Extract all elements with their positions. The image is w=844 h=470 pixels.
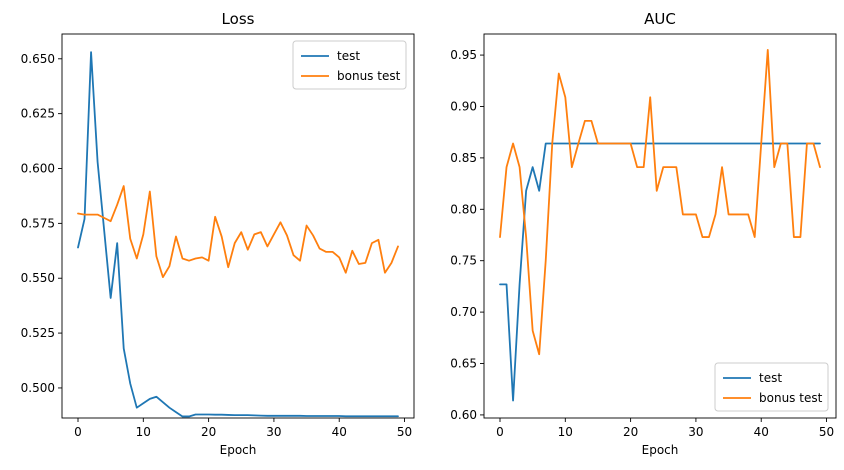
x-tick-label: 30 <box>266 425 281 439</box>
legend-label: bonus test <box>759 391 823 405</box>
y-tick-label: 0.60 <box>450 408 477 422</box>
legend-box <box>714 362 829 412</box>
chart-title: AUC <box>644 10 676 28</box>
legend-box <box>292 40 407 90</box>
y-tick-label: 0.65 <box>450 357 477 371</box>
x-tick-label: 40 <box>332 425 347 439</box>
x-tick-label: 50 <box>397 425 412 439</box>
y-tick-label: 0.650 <box>21 52 55 66</box>
y-tick-label: 0.95 <box>450 48 477 62</box>
y-tick-label: 0.70 <box>450 305 477 319</box>
series-line-bonus-test <box>499 49 821 356</box>
series-line-test <box>499 142 821 402</box>
x-tick-label: 20 <box>201 425 216 439</box>
x-tick-label: 50 <box>819 425 834 439</box>
x-tick-label: 0 <box>74 425 82 439</box>
y-tick-label: 0.625 <box>21 107 55 121</box>
legend: test bonus test <box>292 40 407 90</box>
x-tick-label: 10 <box>136 425 151 439</box>
y-tick-label: 0.550 <box>21 271 55 285</box>
series-line-test <box>77 51 399 418</box>
legend-label: test <box>337 49 360 63</box>
plot-frame <box>483 33 837 419</box>
chart-panel-1: AUC 0 10 20 30 40 50 0.60 0.65 0.70 0.75 0.80 0.85 0.… <box>450 10 837 457</box>
x-tick-label: 10 <box>558 425 573 439</box>
y-tick-label: 0.525 <box>21 326 55 340</box>
series-line-bonus-test <box>77 185 399 279</box>
plot-frame <box>61 33 415 419</box>
legend-label: bonus test <box>337 69 401 83</box>
y-tick-label: 0.90 <box>450 99 477 113</box>
y-tick-label: 0.600 <box>21 162 55 176</box>
y-tick-label: 0.85 <box>450 151 477 165</box>
y-tick-label: 0.575 <box>21 216 55 230</box>
y-tick-label: 0.500 <box>21 381 55 395</box>
x-tick-label: 0 <box>496 425 504 439</box>
x-tick-label: 40 <box>754 425 769 439</box>
x-axis-label: Epoch <box>220 443 257 457</box>
x-axis-label: Epoch <box>642 443 679 457</box>
chart-title: Loss <box>222 10 255 28</box>
legend: test bonus test <box>714 362 829 412</box>
chart-panel-0: Loss 0 10 20 30 40 50 0.500 0.525 0.550 0.575 0.600… <box>21 10 415 457</box>
x-tick-label: 30 <box>688 425 703 439</box>
x-tick-label: 20 <box>623 425 638 439</box>
legend-label: test <box>759 371 782 385</box>
y-tick-label: 0.75 <box>450 254 477 268</box>
y-tick-label: 0.80 <box>450 202 477 216</box>
